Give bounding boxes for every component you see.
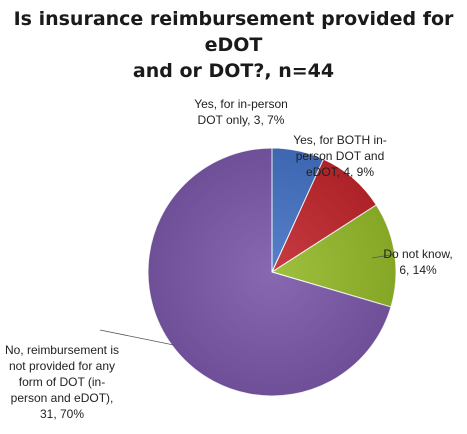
slice-label-both: Yes, for BOTH in-person DOT and eDOT, 4,… xyxy=(293,133,387,179)
chart-title-line-1: Is insurance reimbursement provided for … xyxy=(13,8,454,56)
leader-line xyxy=(371,254,393,259)
leader-line xyxy=(99,329,175,346)
chart-title-line-2: and or DOT?, n=44 xyxy=(132,60,335,82)
slice-label-in-person-only: Yes, for in-person DOT only, 3, 7% xyxy=(194,97,288,127)
chart-title: Is insurance reimbursement provided for … xyxy=(0,6,467,84)
slice-label-not-provided: No, reimbursement is not provided for an… xyxy=(4,343,120,421)
slice-label-do-not-know: Do not know, 6, 14% xyxy=(383,247,453,277)
